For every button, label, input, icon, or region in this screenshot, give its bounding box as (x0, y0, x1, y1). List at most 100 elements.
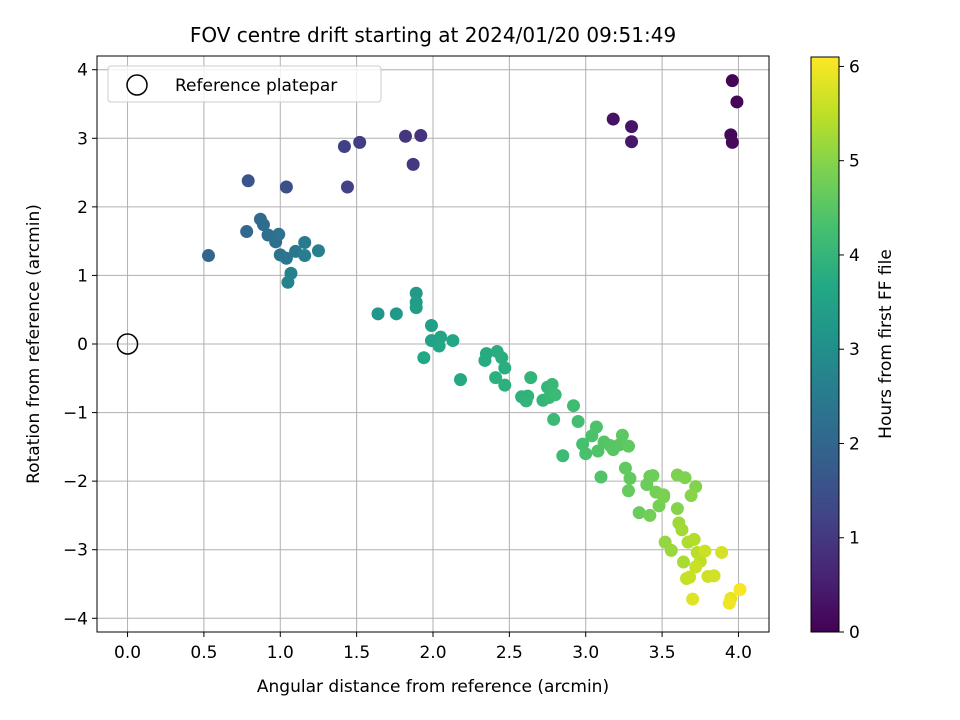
data-point (725, 135, 739, 149)
data-point (625, 135, 639, 149)
data-point (478, 353, 492, 367)
x-tick-label: 1.0 (267, 643, 294, 663)
data-point (409, 286, 423, 300)
colorbar-ticks: 0 1 2 3 4 5 6 (839, 57, 860, 643)
data-point (240, 225, 254, 239)
colorbar-label: Hours from first FF file (876, 249, 896, 439)
data-point (670, 502, 684, 516)
data-point (621, 439, 635, 453)
colorbar-tick-label: 6 (849, 57, 860, 77)
data-point (417, 351, 431, 365)
data-point (676, 555, 690, 569)
data-point (453, 373, 467, 387)
data-point (579, 447, 593, 461)
x-tick-label: 3.5 (649, 643, 676, 663)
data-point (389, 307, 403, 321)
legend-marker (126, 74, 148, 96)
data-point (623, 471, 637, 485)
colorbar-tick-label: 4 (849, 246, 860, 266)
colorbar: 0 1 2 3 4 5 6 Hours from first FF file (810, 56, 896, 643)
data-point (495, 351, 509, 365)
data-point (498, 361, 512, 375)
data-point (279, 251, 293, 265)
x-tick-label: 0.5 (190, 643, 217, 663)
data-point (414, 129, 428, 143)
data-point (446, 334, 460, 348)
data-point (646, 469, 660, 483)
data-point (686, 592, 700, 606)
x-axis-ticks: 0.0 0.5 1.0 1.5 2.0 2.5 3.0 3.5 4.0 (114, 632, 752, 663)
x-axis-label: Angular distance from reference (arcmin) (257, 677, 609, 697)
data-point (615, 428, 629, 442)
x-tick-label: 0.0 (114, 643, 141, 663)
x-tick-label: 3.0 (572, 643, 599, 663)
y-tick-label: −1 (63, 404, 88, 424)
data-point (606, 112, 620, 126)
data-point (707, 569, 721, 583)
data-point (547, 412, 561, 426)
data-point (281, 275, 295, 289)
data-point (594, 470, 608, 484)
data-point (722, 596, 736, 610)
y-tick-label: 1 (77, 266, 88, 286)
data-point (279, 180, 293, 194)
data-point (311, 244, 325, 258)
data-point (589, 420, 603, 434)
data-point (409, 301, 423, 315)
data-point (689, 560, 703, 574)
data-point (256, 218, 270, 232)
data-point (272, 227, 286, 241)
colorbar-tick-label: 2 (849, 434, 860, 454)
data-point (548, 388, 562, 402)
data-point (571, 414, 585, 428)
colorbar-tick-label: 3 (849, 340, 860, 360)
colorbar-gradient (810, 56, 840, 633)
data-point (201, 249, 215, 263)
legend: Reference platepar (107, 65, 382, 103)
x-tick-label: 4.0 (725, 643, 752, 663)
data-point (687, 532, 701, 546)
data-point (683, 570, 697, 584)
data-point (545, 377, 559, 391)
data-point (698, 544, 712, 558)
data-point (353, 135, 367, 149)
y-tick-label: −4 (63, 609, 88, 629)
data-point (524, 371, 538, 385)
data-point (621, 484, 635, 498)
data-point (241, 174, 255, 188)
data-point (643, 508, 657, 522)
data-point (715, 545, 729, 559)
data-point (725, 74, 739, 88)
data-point (337, 140, 351, 154)
data-point (733, 582, 747, 596)
reference-marker (116, 333, 139, 355)
y-axis-ticks: −4 −3 −2 −1 0 1 2 3 4 (63, 61, 97, 629)
colorbar-tick-label: 0 (849, 623, 860, 643)
data-point (632, 506, 646, 520)
data-point (432, 339, 446, 353)
data-point (519, 394, 533, 408)
legend-box (107, 65, 382, 103)
reference-marker-group (116, 333, 139, 355)
colorbar-tick-label: 1 (849, 529, 860, 549)
colorbar-tick-label: 5 (849, 152, 860, 172)
data-point (657, 488, 671, 502)
scatter-points (201, 74, 747, 610)
y-tick-label: −2 (63, 472, 88, 492)
data-point (730, 95, 744, 109)
data-point (298, 249, 312, 263)
y-tick-label: 4 (77, 61, 88, 81)
data-point (684, 489, 698, 503)
data-point (675, 523, 689, 537)
y-tick-label: 3 (77, 129, 88, 149)
data-point (556, 449, 570, 463)
data-point (678, 471, 692, 485)
data-point (618, 461, 632, 475)
x-tick-label: 1.5 (343, 643, 370, 663)
data-point (424, 318, 438, 332)
y-axis-label: Rotation from reference (arcmin) (24, 204, 44, 484)
x-tick-label: 2.0 (419, 643, 446, 663)
data-point (371, 307, 385, 321)
data-point (567, 399, 581, 413)
